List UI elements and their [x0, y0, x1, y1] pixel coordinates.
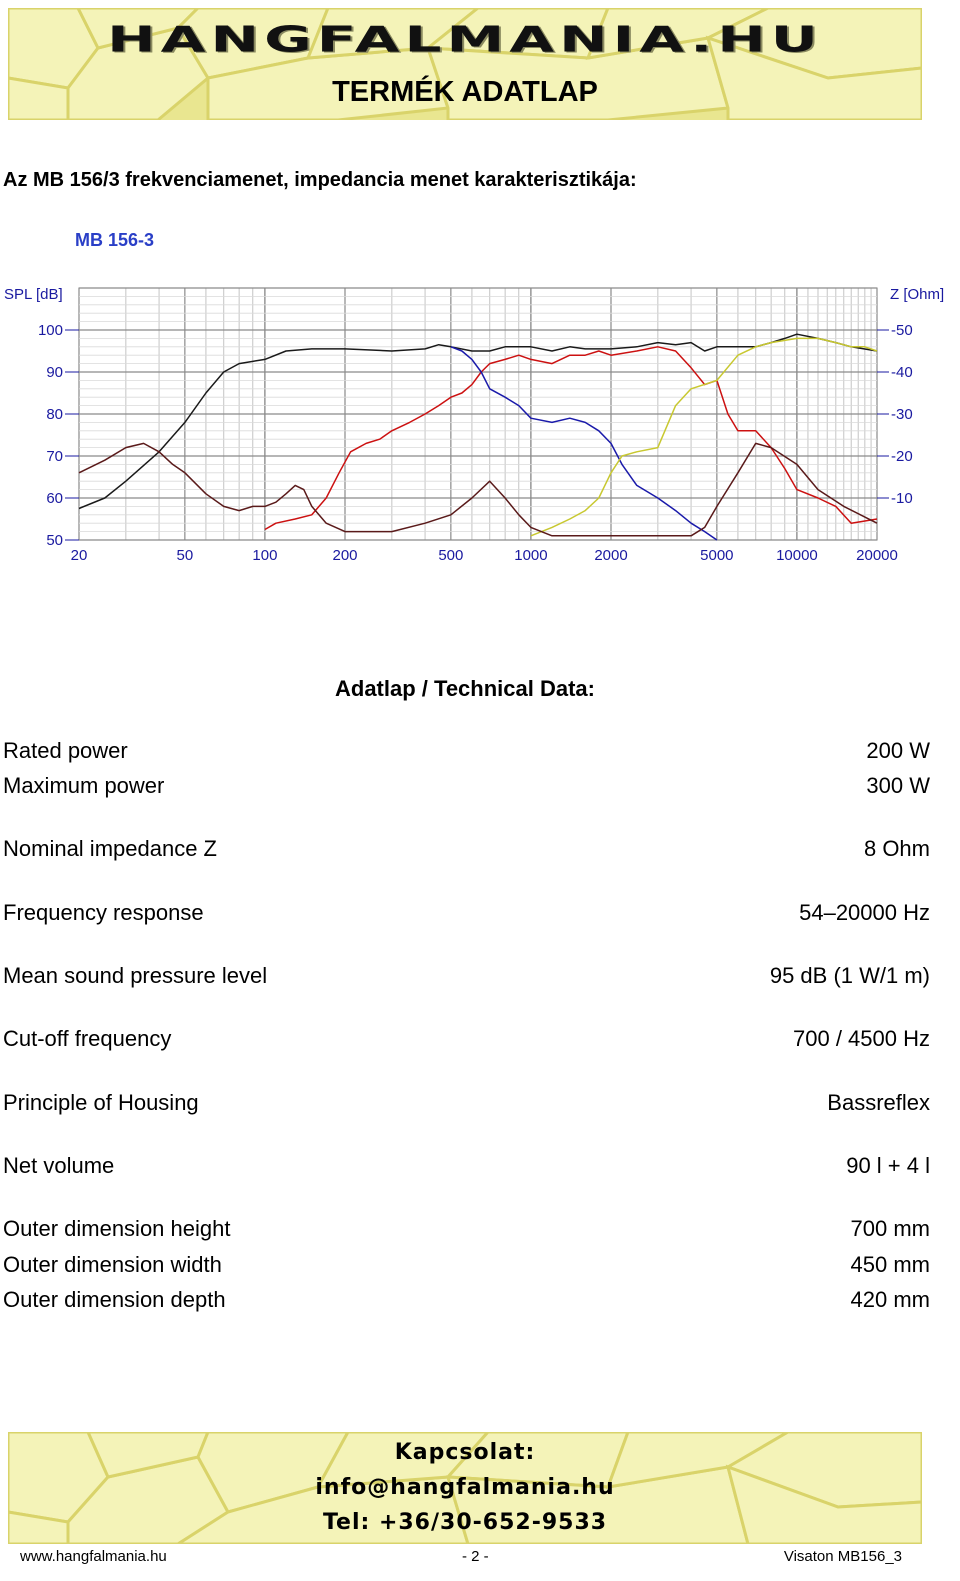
contact-heading: Kapcsolat:: [394, 1440, 536, 1465]
contact-banner: Kapcsolat: info@hangfalmania.hu Tel: +36…: [8, 1432, 922, 1544]
spec-label: Mean sound pressure level: [3, 963, 268, 988]
x-tick-label: 20000: [856, 547, 898, 564]
spec-row-frequency-response: Frequency response 54–20000 Hz: [0, 900, 930, 928]
chart-series: [78, 333, 878, 541]
spec-value: 95 dB (1 W/1 m): [769, 963, 930, 988]
x-tick-label: 1000: [514, 547, 547, 564]
y2-tick-label: -50: [891, 322, 913, 339]
spec-value: 8 Ohm: [863, 836, 930, 861]
spec-row-mean-spl: Mean sound pressure level 95 dB (1 W/1 m…: [0, 963, 930, 991]
y-axis-label-right: Z [Ohm]: [890, 286, 944, 303]
chart-svg: MB 156-3 SPL [dB] Z [Ohm] 20 50 100 200 500 1…: [4, 230, 944, 564]
spec-value: 300 W: [866, 773, 930, 798]
chart-grid: [78, 287, 878, 541]
spec-row-width: Outer dimension width 450 mm: [0, 1252, 930, 1280]
x-tick-label: 2000: [594, 547, 627, 564]
y-tick-label: 100: [38, 322, 63, 339]
y2-tick-label: -40: [891, 364, 913, 381]
series-line-2: [450, 346, 718, 541]
spec-label: Outer dimension depth: [3, 1287, 226, 1312]
y2-tick-labels: -50 -40 -30 -20 -10: [877, 322, 913, 507]
site-logo: HANGFALMANIA.HU: [107, 18, 823, 61]
spec-value: 700 mm: [850, 1216, 930, 1241]
spec-label: Net volume: [3, 1153, 115, 1178]
x-tick-label: 50: [177, 547, 194, 564]
x-tick-label: 500: [438, 547, 463, 564]
spec-row-nominal-impedance: Nominal impedance Z 8 Ohm: [0, 836, 930, 864]
spec-row-height: Outer dimension height 700 mm: [0, 1216, 930, 1244]
y-tick-labels: 100 90 80 70 60 50: [38, 322, 79, 549]
section-title: Az MB 156/3 frekvenciamenet, impedancia …: [3, 169, 637, 191]
spec-row-depth: Outer dimension depth 420 mm: [0, 1287, 930, 1315]
spec-value: 700 / 4500 Hz: [793, 1026, 930, 1051]
spec-label: Nominal impedance Z: [3, 836, 217, 861]
contact-email[interactable]: info@hangfalmania.hu: [315, 1475, 615, 1500]
x-tick-labels: 20 50 100 200 500 1000 2000 5000 10000 20000: [71, 547, 898, 564]
frequency-response-chart: MB 156-3 SPL [dB] Z [Ohm] 20 50 100 200 500 1…: [0, 222, 960, 582]
y2-tick-label: -20: [891, 448, 913, 465]
spec-value: 54–20000 Hz: [799, 900, 930, 925]
y-tick-label: 70: [46, 448, 63, 465]
spec-value: 200 W: [866, 738, 930, 763]
spec-label: Outer dimension width: [3, 1252, 222, 1277]
spec-label: Cut-off frequency: [3, 1026, 172, 1051]
page-footer: www.hangfalmania.hu - 2 - Visaton MB156_…: [0, 1548, 960, 1570]
x-tick-label: 200: [332, 547, 357, 564]
x-tick-label: 5000: [700, 547, 733, 564]
footer-website-link[interactable]: www.hangfalmania.hu: [20, 1548, 167, 1565]
spec-row-rated-power: Rated power 200 W: [0, 738, 930, 766]
technical-data-title: Adatlap / Technical Data:: [335, 676, 595, 701]
y-tick-label: 50: [46, 532, 63, 549]
spec-label: Maximum power: [3, 773, 165, 798]
y2-tick-label: -30: [891, 406, 913, 423]
spec-row-net-volume: Net volume 90 l + 4 l: [0, 1153, 930, 1181]
header-title: TERMÉK ADATLAP: [332, 76, 598, 108]
spec-value: Bassreflex: [827, 1090, 930, 1115]
y-axis-label-left: SPL [dB]: [4, 286, 63, 303]
spec-value: 90 l + 4 l: [846, 1153, 930, 1178]
page-number: - 2 -: [462, 1548, 489, 1565]
spec-value: 450 mm: [850, 1252, 930, 1277]
spec-label: Frequency response: [3, 900, 204, 925]
x-tick-label: 20: [71, 547, 88, 564]
y2-tick-label: -10: [891, 490, 913, 507]
series-line-1: [264, 346, 878, 531]
series-line-3: [530, 337, 878, 537]
chart-title: MB 156-3: [75, 230, 154, 250]
spec-row-principle-of-housing: Principle of Housing Bassreflex: [0, 1090, 930, 1118]
x-tick-label: 10000: [776, 547, 818, 564]
header-banner: HANGFALMANIA.HU TERMÉK ADATLAP: [8, 8, 922, 120]
honeycomb-pattern: [8, 8, 922, 120]
spec-label: Outer dimension height: [3, 1216, 231, 1241]
contact-phone: Tel: +36/30-652-9533: [322, 1510, 608, 1535]
document-id: Visaton MB156_3: [783, 1548, 902, 1565]
spec-value: 420 mm: [850, 1287, 930, 1312]
y-tick-label: 60: [46, 490, 63, 507]
y-tick-label: 90: [46, 364, 63, 381]
spec-row-cutoff-frequency: Cut-off frequency 700 / 4500 Hz: [0, 1026, 930, 1054]
y-tick-label: 80: [46, 406, 63, 423]
spec-row-maximum-power: Maximum power 300 W: [0, 773, 930, 801]
honeycomb-pattern: [8, 1432, 922, 1544]
x-tick-label: 100: [252, 547, 277, 564]
spec-label: Principle of Housing: [3, 1090, 199, 1115]
series-line-4: [78, 442, 878, 537]
spec-label: Rated power: [3, 738, 128, 763]
